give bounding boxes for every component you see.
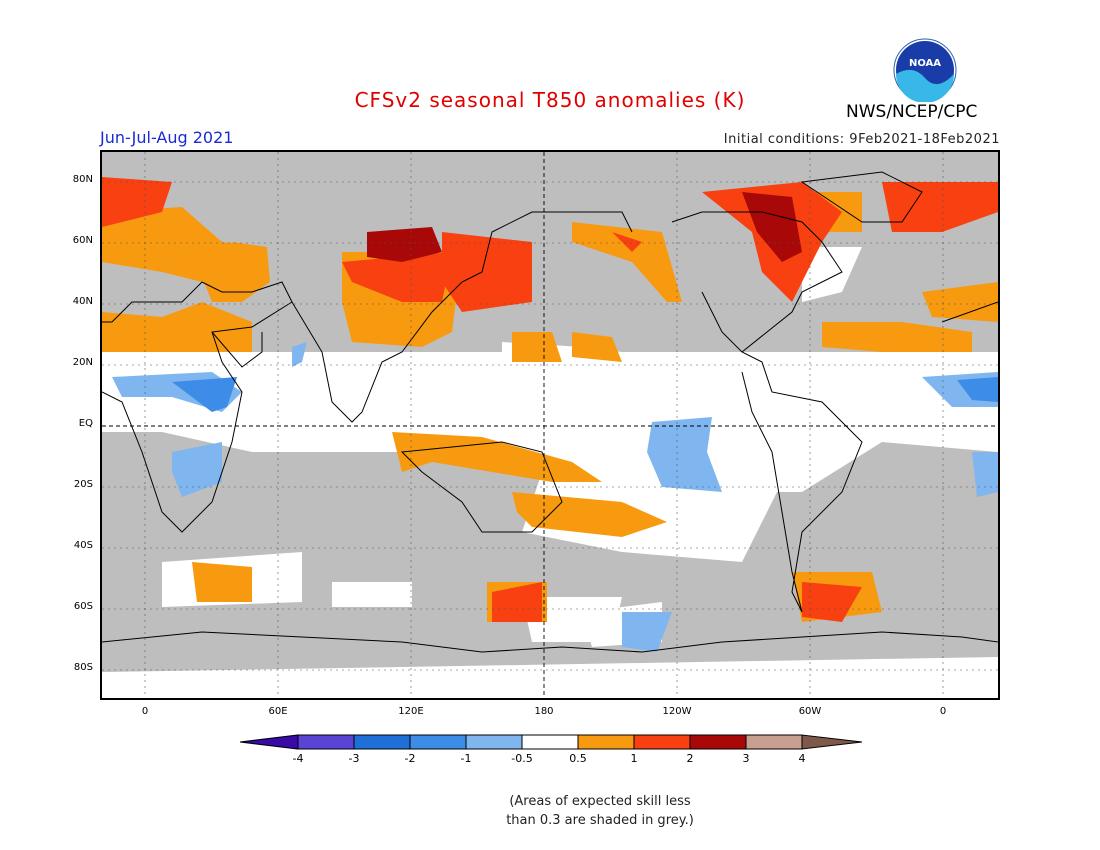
lat-label: 80S (73, 662, 93, 673)
colorbar-segment (297, 734, 355, 750)
colorbar-segment (353, 734, 411, 750)
colorbar-min-arrow (240, 734, 299, 750)
lat-label: 40N (72, 296, 93, 307)
colorbar-tick-label: -4 (292, 752, 304, 765)
colorbar-tick-label: -2 (404, 752, 416, 765)
lat-label: 20N (72, 357, 93, 368)
svg-text:NOAA: NOAA (909, 58, 941, 69)
colorbar-segment (633, 734, 691, 750)
colorbar-segment (745, 734, 803, 750)
anomaly-2-3-regions (367, 192, 802, 262)
colorbar-tick-label: 1 (630, 752, 638, 765)
colorbar-segment (689, 734, 747, 750)
map-title: CFSv2 seasonal T850 anomalies (K) (354, 88, 746, 112)
lon-label: 180 (534, 706, 554, 717)
colorbar (240, 734, 862, 750)
initial-conditions-label: Initial conditions: 9Feb2021-18Feb2021 (723, 132, 1000, 147)
colorbar-tick-label: 2 (686, 752, 694, 765)
lat-label: 20S (73, 479, 93, 490)
colorbar-tick-label: -1 (460, 752, 472, 765)
colorbar-segment (409, 734, 467, 750)
colorbar-segment (521, 734, 579, 750)
lon-label: 120E (398, 706, 424, 717)
skill-note-line1: (Areas of expected skill less (509, 794, 691, 809)
colorbar-tick-label: -3 (348, 752, 360, 765)
lon-label: 120W (662, 706, 692, 717)
colorbar-tick-label: 0.5 (569, 752, 587, 765)
anomaly-neg1-neg2-regions (172, 377, 998, 412)
colorbar-segment (465, 734, 523, 750)
colorbar-segment (577, 734, 635, 750)
lat-label: 60N (72, 235, 93, 246)
skill-note: (Areas of expected skill less than 0.3 a… (460, 792, 740, 830)
season-label: Jun-Jul-Aug 2021 (100, 128, 234, 147)
organization-label: NWS/NCEP/CPC (846, 102, 978, 122)
lon-label: 0 (141, 706, 149, 717)
lat-label: EQ (78, 418, 93, 429)
anomaly-map (100, 150, 1000, 700)
lon-label: 0 (939, 706, 947, 717)
lat-label: 60S (73, 601, 93, 612)
colorbar-tick-label: 4 (798, 752, 806, 765)
lat-label: 40S (73, 540, 93, 551)
coastlines (102, 171, 998, 653)
equator-dateline (102, 152, 998, 698)
graticule (102, 152, 998, 698)
colorbar-tick-label: 3 (742, 752, 750, 765)
noaa-logo: NOAA (893, 38, 957, 102)
colorbar-tick-label: -0.5 (511, 752, 533, 765)
lon-label: 60W (798, 706, 822, 717)
lat-label: 80N (72, 174, 93, 185)
colorbar-max-arrow (801, 734, 862, 750)
skill-note-line2: than 0.3 are shaded in grey.) (506, 813, 694, 828)
lon-label: 60E (268, 706, 288, 717)
